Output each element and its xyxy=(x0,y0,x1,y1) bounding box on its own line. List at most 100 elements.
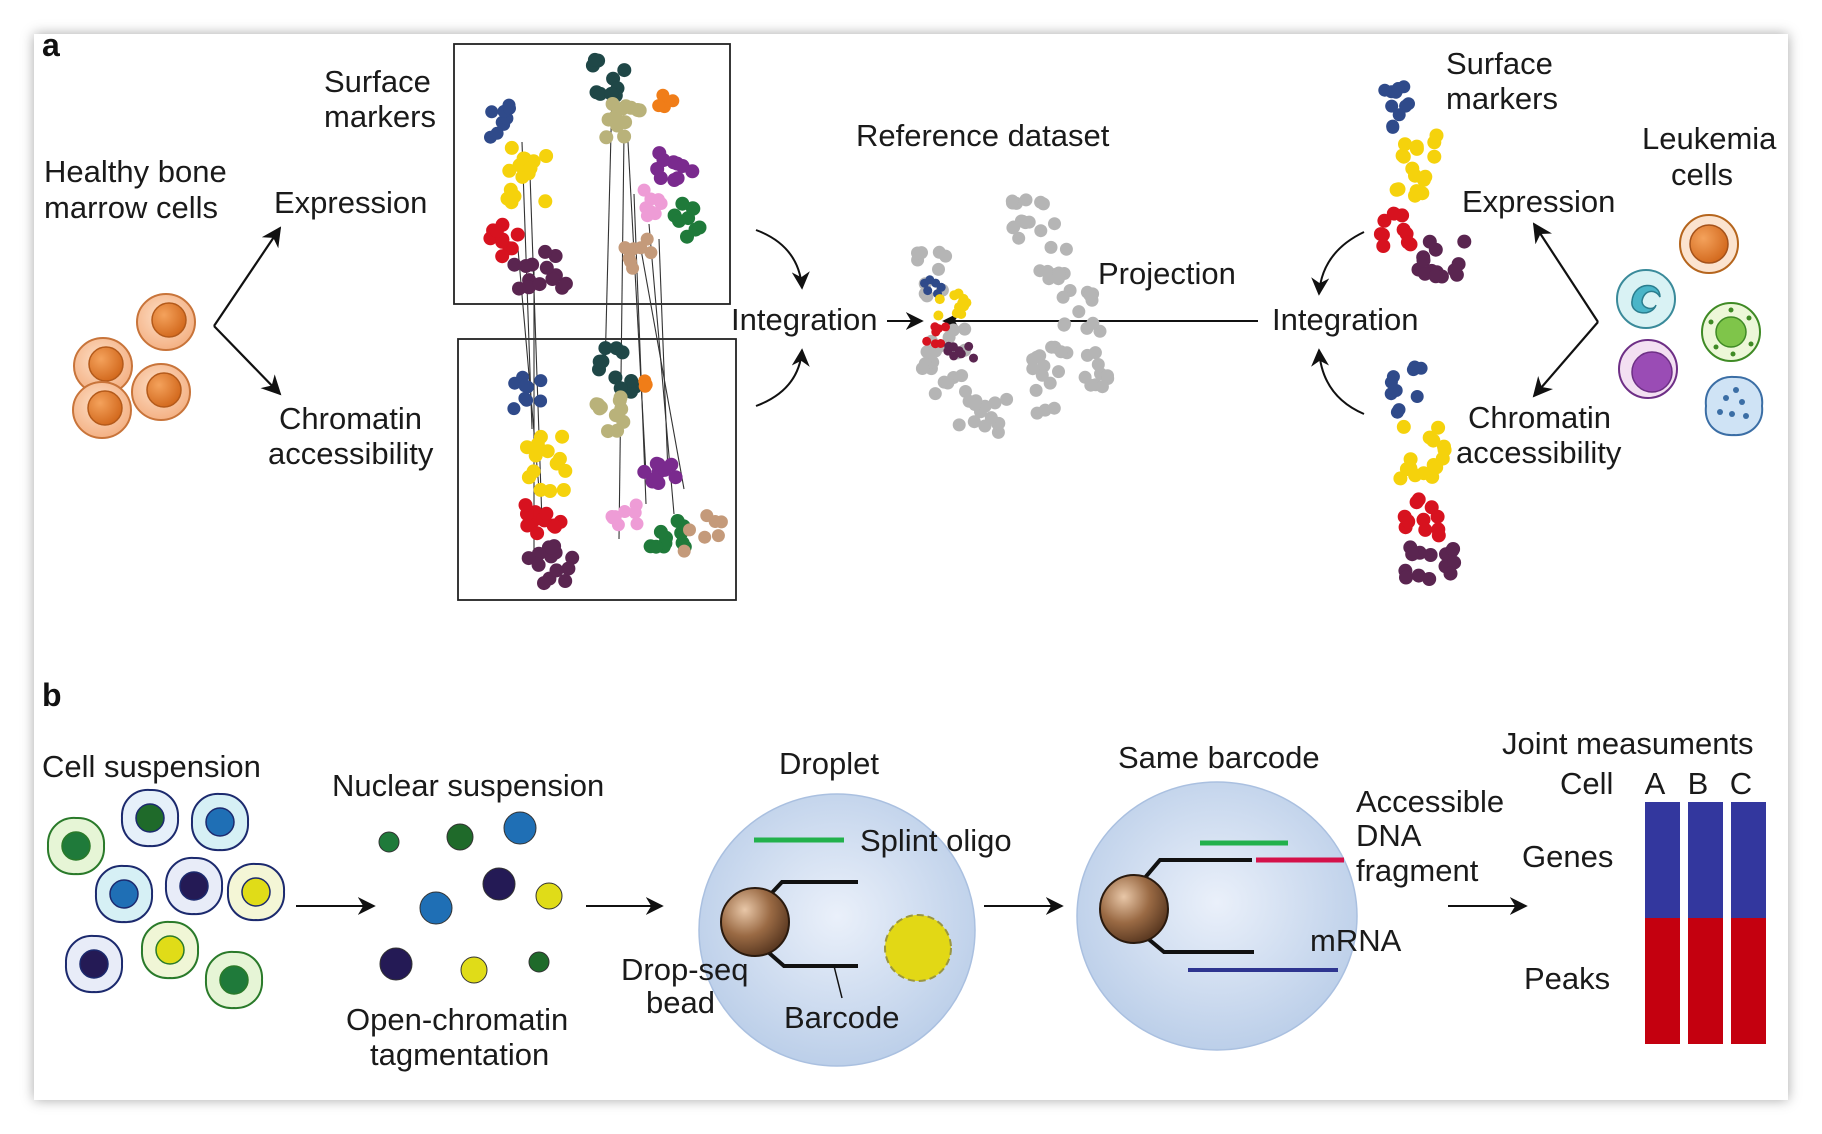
cluster-dot xyxy=(948,342,958,352)
cluster-dot xyxy=(698,530,712,544)
cluster-dot xyxy=(1101,369,1114,383)
cluster-dot xyxy=(666,94,680,108)
cluster-dot xyxy=(1386,120,1400,134)
cluster-dot xyxy=(593,86,608,101)
genes-segment xyxy=(1645,802,1680,918)
cluster-dot xyxy=(552,451,567,466)
cluster-dot xyxy=(956,349,966,359)
atac-cluster-orange xyxy=(638,374,653,393)
cluster-dot xyxy=(915,362,929,375)
barcode-label: Barcode xyxy=(784,1000,899,1035)
cluster-dot xyxy=(628,506,642,520)
cluster-dot xyxy=(1396,222,1411,237)
cluster-dot xyxy=(637,183,651,197)
cell-nucleus xyxy=(135,803,165,833)
cluster-dot xyxy=(1005,194,1019,208)
arrow-to-expression xyxy=(213,226,282,327)
cluster-dot xyxy=(617,129,632,144)
peaks-segment xyxy=(1731,918,1766,1044)
cluster-dot xyxy=(1405,547,1420,562)
nucleus-dot xyxy=(528,951,550,973)
cluster-dot xyxy=(955,369,969,383)
cluster-dot xyxy=(1409,139,1424,154)
arrow-leukemia-to-chromatin xyxy=(1532,321,1599,398)
cluster-dot xyxy=(1399,570,1413,585)
expr-cluster-green xyxy=(667,196,707,244)
ref-cluster-red xyxy=(922,322,950,349)
droplet-label: Droplet xyxy=(779,746,879,781)
chromatin-embedding-box xyxy=(457,338,737,601)
cell-nucleus xyxy=(241,877,271,907)
expr-cluster-darkteal xyxy=(585,52,632,103)
cluster-dot xyxy=(507,402,521,416)
integration-label-right: Integration xyxy=(1272,302,1419,337)
cluster-dot xyxy=(485,105,499,119)
cluster-dot xyxy=(507,257,522,272)
cluster-dot xyxy=(1373,227,1388,242)
cluster-dot xyxy=(1378,83,1392,97)
cluster-dot xyxy=(1422,234,1437,249)
atac-cluster-tan xyxy=(677,509,728,558)
cluster-dot xyxy=(507,189,522,204)
suspended-cell xyxy=(46,816,106,876)
cluster-dot xyxy=(558,463,573,478)
atac-cluster-red xyxy=(518,498,568,541)
right-integration-arrow-top xyxy=(1311,231,1365,296)
cluster-dot xyxy=(932,262,945,276)
cell-nucleus xyxy=(179,871,209,901)
nucleus-dot xyxy=(482,867,516,901)
cluster-dot xyxy=(656,88,670,102)
cluster-dot xyxy=(615,101,630,116)
cluster-dot xyxy=(680,229,694,244)
right-integration-arrow-bottom xyxy=(1311,348,1365,415)
ref-cluster-grey-h xyxy=(1078,346,1115,394)
cluster-dot xyxy=(548,519,562,534)
cluster-dot xyxy=(531,557,546,572)
leukemia-cells-icon xyxy=(1616,214,1764,437)
ref-cluster-grey-f xyxy=(1056,284,1107,338)
cluster-dot xyxy=(1418,266,1432,281)
cluster-dot xyxy=(518,379,532,393)
cluster-dot xyxy=(686,201,701,216)
ref-cluster-yellow xyxy=(933,288,972,321)
atac-cluster-yellow xyxy=(520,429,573,498)
cluster-dot xyxy=(1054,345,1068,359)
cluster-dot xyxy=(1392,403,1406,417)
cluster-dot xyxy=(565,550,580,565)
cluster-dot xyxy=(530,437,545,452)
cluster-dot xyxy=(1043,376,1057,390)
cluster-dot xyxy=(1048,217,1061,231)
cluster-dot xyxy=(936,282,946,292)
right-atac-plum xyxy=(1398,540,1462,586)
cluster-dot xyxy=(1072,305,1086,319)
cluster-dot xyxy=(1095,380,1109,394)
cluster-dot xyxy=(610,423,625,438)
cluster-dot xyxy=(1033,264,1047,278)
surface-markers-right-1: Surface xyxy=(1446,46,1553,81)
expr-cluster-khaki xyxy=(599,97,647,145)
barcode-pointer xyxy=(833,965,843,999)
fragment-label-1: Accessible xyxy=(1356,784,1504,819)
ref-cluster-grey-e xyxy=(1033,242,1073,286)
cluster-dot xyxy=(592,401,607,416)
expr-cluster-tan xyxy=(618,232,658,275)
genes-segment xyxy=(1731,802,1766,918)
cluster-dot xyxy=(958,298,968,309)
cluster-dot xyxy=(672,213,686,228)
right-expr-plum xyxy=(1411,234,1472,284)
expression-label-right: Expression xyxy=(1462,184,1615,219)
cluster-dot xyxy=(519,259,533,273)
panel-a-letter: a xyxy=(42,34,60,63)
cell-clusters xyxy=(483,52,1472,591)
cluster-dot xyxy=(922,336,932,346)
cluster-dot xyxy=(1052,365,1065,379)
cell-nucleus xyxy=(219,965,249,995)
cluster-dot xyxy=(555,429,570,444)
cluster-dot xyxy=(1391,82,1405,95)
cluster-dot xyxy=(538,194,553,209)
cluster-dot xyxy=(925,275,935,285)
cluster-dot xyxy=(959,385,972,398)
atac-cluster-khaki xyxy=(589,390,631,439)
cluster-dot xyxy=(649,539,664,554)
cluster-dot xyxy=(592,354,607,369)
